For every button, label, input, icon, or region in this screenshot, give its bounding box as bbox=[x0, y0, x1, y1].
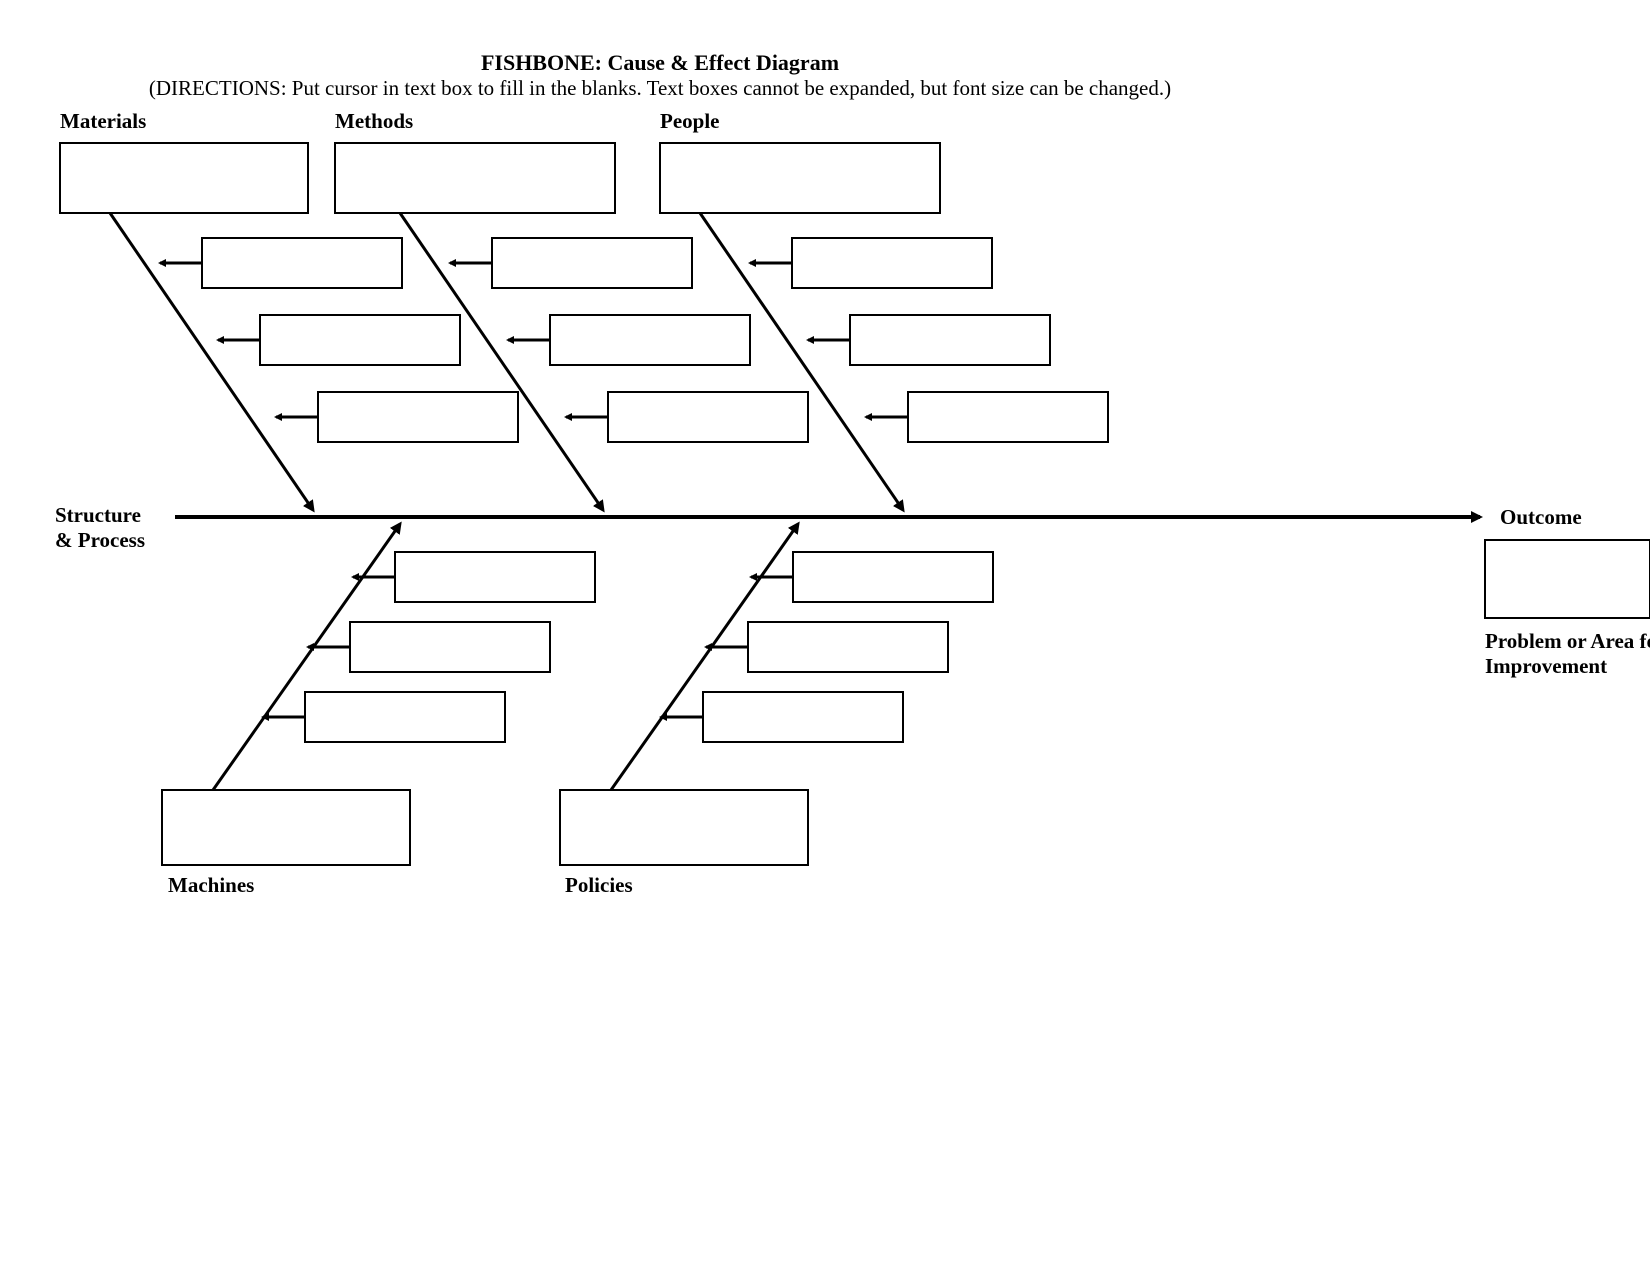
category-label: People bbox=[660, 109, 719, 133]
outcome-box[interactable] bbox=[1485, 540, 1650, 618]
page-container: FISHBONE: Cause & Effect Diagram(DIRECTI… bbox=[0, 0, 1650, 1275]
cause-sub-box[interactable] bbox=[608, 392, 808, 442]
diagram-title: FISHBONE: Cause & Effect Diagram bbox=[481, 50, 839, 75]
cause-sub-box[interactable] bbox=[908, 392, 1108, 442]
cause-sub-box[interactable] bbox=[350, 622, 550, 672]
cause-sub-box[interactable] bbox=[793, 552, 993, 602]
cause-sub-box[interactable] bbox=[202, 238, 402, 288]
cause-sub-box[interactable] bbox=[492, 238, 692, 288]
cause-sub-box[interactable] bbox=[703, 692, 903, 742]
category-main-box[interactable] bbox=[660, 143, 940, 213]
category-main-box[interactable] bbox=[335, 143, 615, 213]
cause-sub-box[interactable] bbox=[395, 552, 595, 602]
fishbone-diagram: FISHBONE: Cause & Effect Diagram(DIRECTI… bbox=[0, 0, 1650, 1275]
outcome-caption-1: Problem or Area for bbox=[1485, 629, 1650, 653]
spine-left-label-1: Structure bbox=[55, 503, 141, 527]
cause-sub-box[interactable] bbox=[850, 315, 1050, 365]
category-main-box[interactable] bbox=[162, 790, 410, 865]
cause-sub-box[interactable] bbox=[318, 392, 518, 442]
category-label: Methods bbox=[335, 109, 413, 133]
spine-left-label-2: & Process bbox=[55, 528, 145, 552]
cause-sub-box[interactable] bbox=[305, 692, 505, 742]
cause-sub-box[interactable] bbox=[748, 622, 948, 672]
spine-right-label: Outcome bbox=[1500, 505, 1582, 529]
category-label: Machines bbox=[168, 873, 254, 897]
category-label: Materials bbox=[60, 109, 146, 133]
diagram-directions: (DIRECTIONS: Put cursor in text box to f… bbox=[149, 76, 1171, 100]
category-main-box[interactable] bbox=[560, 790, 808, 865]
cause-sub-box[interactable] bbox=[260, 315, 460, 365]
cause-sub-box[interactable] bbox=[792, 238, 992, 288]
outcome-caption-2: Improvement bbox=[1485, 654, 1607, 678]
cause-sub-box[interactable] bbox=[550, 315, 750, 365]
category-label: Policies bbox=[565, 873, 633, 897]
category-main-box[interactable] bbox=[60, 143, 308, 213]
